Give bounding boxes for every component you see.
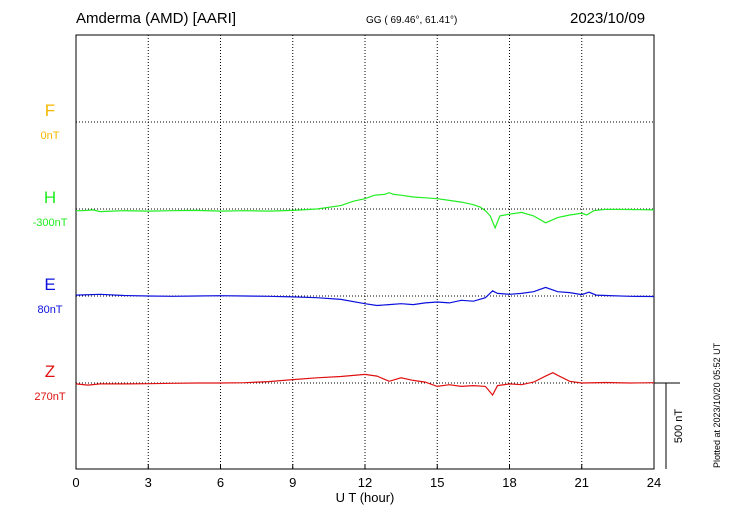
x-tick-label: 18 xyxy=(502,475,516,490)
x-tick-label: 24 xyxy=(647,475,661,490)
trace-h xyxy=(76,192,655,230)
baseline-value-z: 270nT xyxy=(34,391,65,403)
x-tick-label: 21 xyxy=(575,475,589,490)
baseline-value-f: 0nT xyxy=(41,130,60,142)
scale-bar-label: 500 nT xyxy=(673,409,685,444)
channel-label-f: F xyxy=(45,101,55,120)
x-tick-label: 3 xyxy=(145,475,152,490)
baseline-value-h: -300nT xyxy=(33,217,68,229)
channel-label-z: Z xyxy=(45,362,55,381)
trace-z xyxy=(75,372,655,397)
trace-e xyxy=(75,286,655,307)
x-tick-label: 12 xyxy=(358,475,372,490)
coordinates-label: GG ( 69.46°, 61.41°) xyxy=(366,15,458,26)
x-axis-label: U T (hour) xyxy=(336,490,395,505)
x-tick-label: 0 xyxy=(72,475,79,490)
x-tick-label: 15 xyxy=(430,475,444,490)
x-tick-label: 9 xyxy=(289,475,296,490)
channel-label-h: H xyxy=(44,188,56,207)
channel-label-e: E xyxy=(44,275,55,294)
plotted-at-note: Plotted at 2023/10/20 05:52 UT xyxy=(712,342,722,468)
date-label: 2023/10/09 xyxy=(570,10,646,27)
x-tick-label: 6 xyxy=(217,475,224,490)
baseline-value-e: 80nT xyxy=(37,304,62,316)
station-title: Amderma (AMD) [AARI] xyxy=(76,10,237,27)
